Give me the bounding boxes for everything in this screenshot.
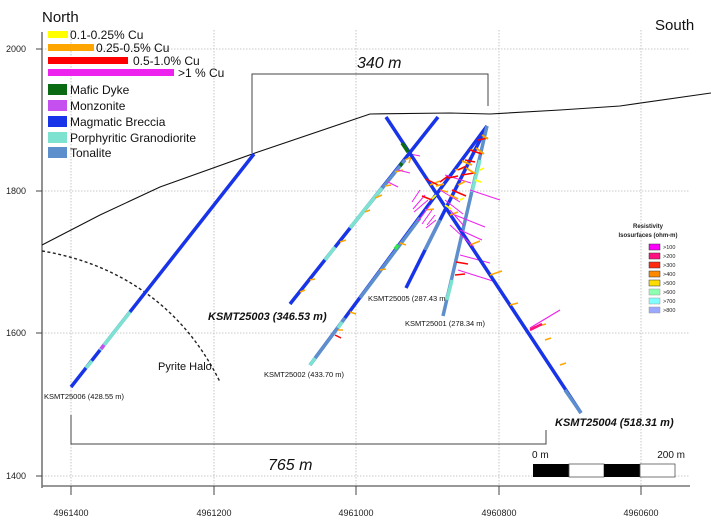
cu-legend-swatch-4 <box>48 69 174 76</box>
cu-legend-label-4: >1 % Cu <box>178 66 224 80</box>
resistivity-label-700: >700 <box>663 299 675 305</box>
cu-legend-swatch-3 <box>48 57 128 64</box>
lith-label-tonalite: Tonalite <box>70 146 112 160</box>
cu-legend-swatch-1 <box>48 31 68 38</box>
cu-legend-label-3: 0.5-1.0% Cu <box>133 54 200 68</box>
x-tick-4960600: 4960600 <box>623 508 658 518</box>
y-tick-1400: 1400 <box>6 471 26 481</box>
south-label: South <box>655 17 694 34</box>
resistivity-label-800: >800 <box>663 308 675 314</box>
resistivity-title-line1: Resistivity <box>633 224 664 230</box>
resistivity-label-600: >600 <box>663 290 675 296</box>
x-tick-4961400: 4961400 <box>53 508 88 518</box>
resistivity-label-500: >500 <box>663 281 675 287</box>
x-axis: 4961400 4961200 4961000 4960800 4960600 <box>42 485 690 518</box>
bottom-span-label: 765 m <box>268 457 312 474</box>
y-tick-1600: 1600 <box>6 328 26 338</box>
lith-swatch-magmatic-breccia <box>48 116 67 127</box>
y-tick-2000: 2000 <box>6 44 26 54</box>
cu-legend-label-2: 0.25-0.5% Cu <box>96 41 169 55</box>
y-axis: 2000 1800 1600 1400 <box>6 32 43 488</box>
pyrite-halo-label: Pyrite Halo <box>158 361 212 373</box>
y-tick-1800: 1800 <box>6 186 26 196</box>
north-label: North <box>42 9 79 26</box>
lith-label-porphyritic-granodiorite: Porphyritic Granodiorite <box>70 131 196 145</box>
drillhole-label-ksmt25005: KSMT25005 (287.43 m) <box>368 294 449 303</box>
resistivity-label-400: >400 <box>663 272 675 278</box>
topographic-surface <box>41 92 711 246</box>
lith-label-magmatic-breccia: Magmatic Breccia <box>70 115 166 129</box>
drillhole-label-ksmt25004: KSMT25004 (518.31 m) <box>555 417 674 429</box>
scale-bar-start-label: 0 m <box>532 450 549 461</box>
lith-swatch-porphyritic-granodiorite <box>48 132 67 143</box>
resistivity-title-line2: Isosurfaces (ohm-m) <box>618 233 677 239</box>
cu-legend-label-1: 0.1-0.25% Cu <box>70 28 143 42</box>
resistivity-legend: Resistivity Isosurfaces (ohm-m) >100 >20… <box>618 224 677 314</box>
drillhole-ksmt25001 <box>441 125 501 317</box>
lithology-legend: Mafic Dyke Monzonite Magmatic Breccia Po… <box>48 83 196 160</box>
bottom-dimension-bracket: 765 m <box>70 415 547 474</box>
drillhole-label-ksmt25006: KSMT25006 (428.55 m) <box>44 392 125 401</box>
lith-swatch-tonalite <box>48 147 67 158</box>
drillhole-label-ksmt25001: KSMT25001 (278.34 m) <box>405 319 486 328</box>
top-dimension-bracket: 340 m <box>251 55 489 153</box>
drillhole-label-ksmt25002: KSMT25002 (433.70 m) <box>264 370 345 379</box>
lith-swatch-mafic-dyke <box>48 84 67 95</box>
cu-legend-swatch-2 <box>48 44 94 51</box>
lith-label-mafic-dyke: Mafic Dyke <box>70 83 130 97</box>
resistivity-label-200: >200 <box>663 254 675 260</box>
lith-swatch-monzonite <box>48 100 67 111</box>
drillhole-ksmt25004 <box>384 116 583 414</box>
top-span-label: 340 m <box>357 55 401 72</box>
drillholes: KSMT25006 (428.55 m) KSMT25003 (346.53 m… <box>44 115 674 429</box>
x-tick-4961000: 4961000 <box>338 508 373 518</box>
resistivity-label-300: >300 <box>663 263 675 269</box>
lith-label-monzonite: Monzonite <box>70 99 126 113</box>
resistivity-label-100: >100 <box>663 245 675 251</box>
x-tick-4961200: 4961200 <box>196 508 231 518</box>
scale-bar-end-label: 200 m <box>657 450 685 461</box>
scale-bar: 0 m 200 m <box>532 450 685 478</box>
drillhole-label-ksmt25003: KSMT25003 (346.53 m) <box>208 311 327 323</box>
x-tick-4960800: 4960800 <box>481 508 516 518</box>
cu-grade-legend: 0.1-0.25% Cu 0.25-0.5% Cu 0.5-1.0% Cu >1… <box>48 28 224 80</box>
resistivity-items: >100 >200 >300 >400 >500 >600 >700 >800 <box>648 243 675 314</box>
drillhole-ksmt25006 <box>69 152 256 389</box>
high-grade-zone <box>411 134 489 248</box>
